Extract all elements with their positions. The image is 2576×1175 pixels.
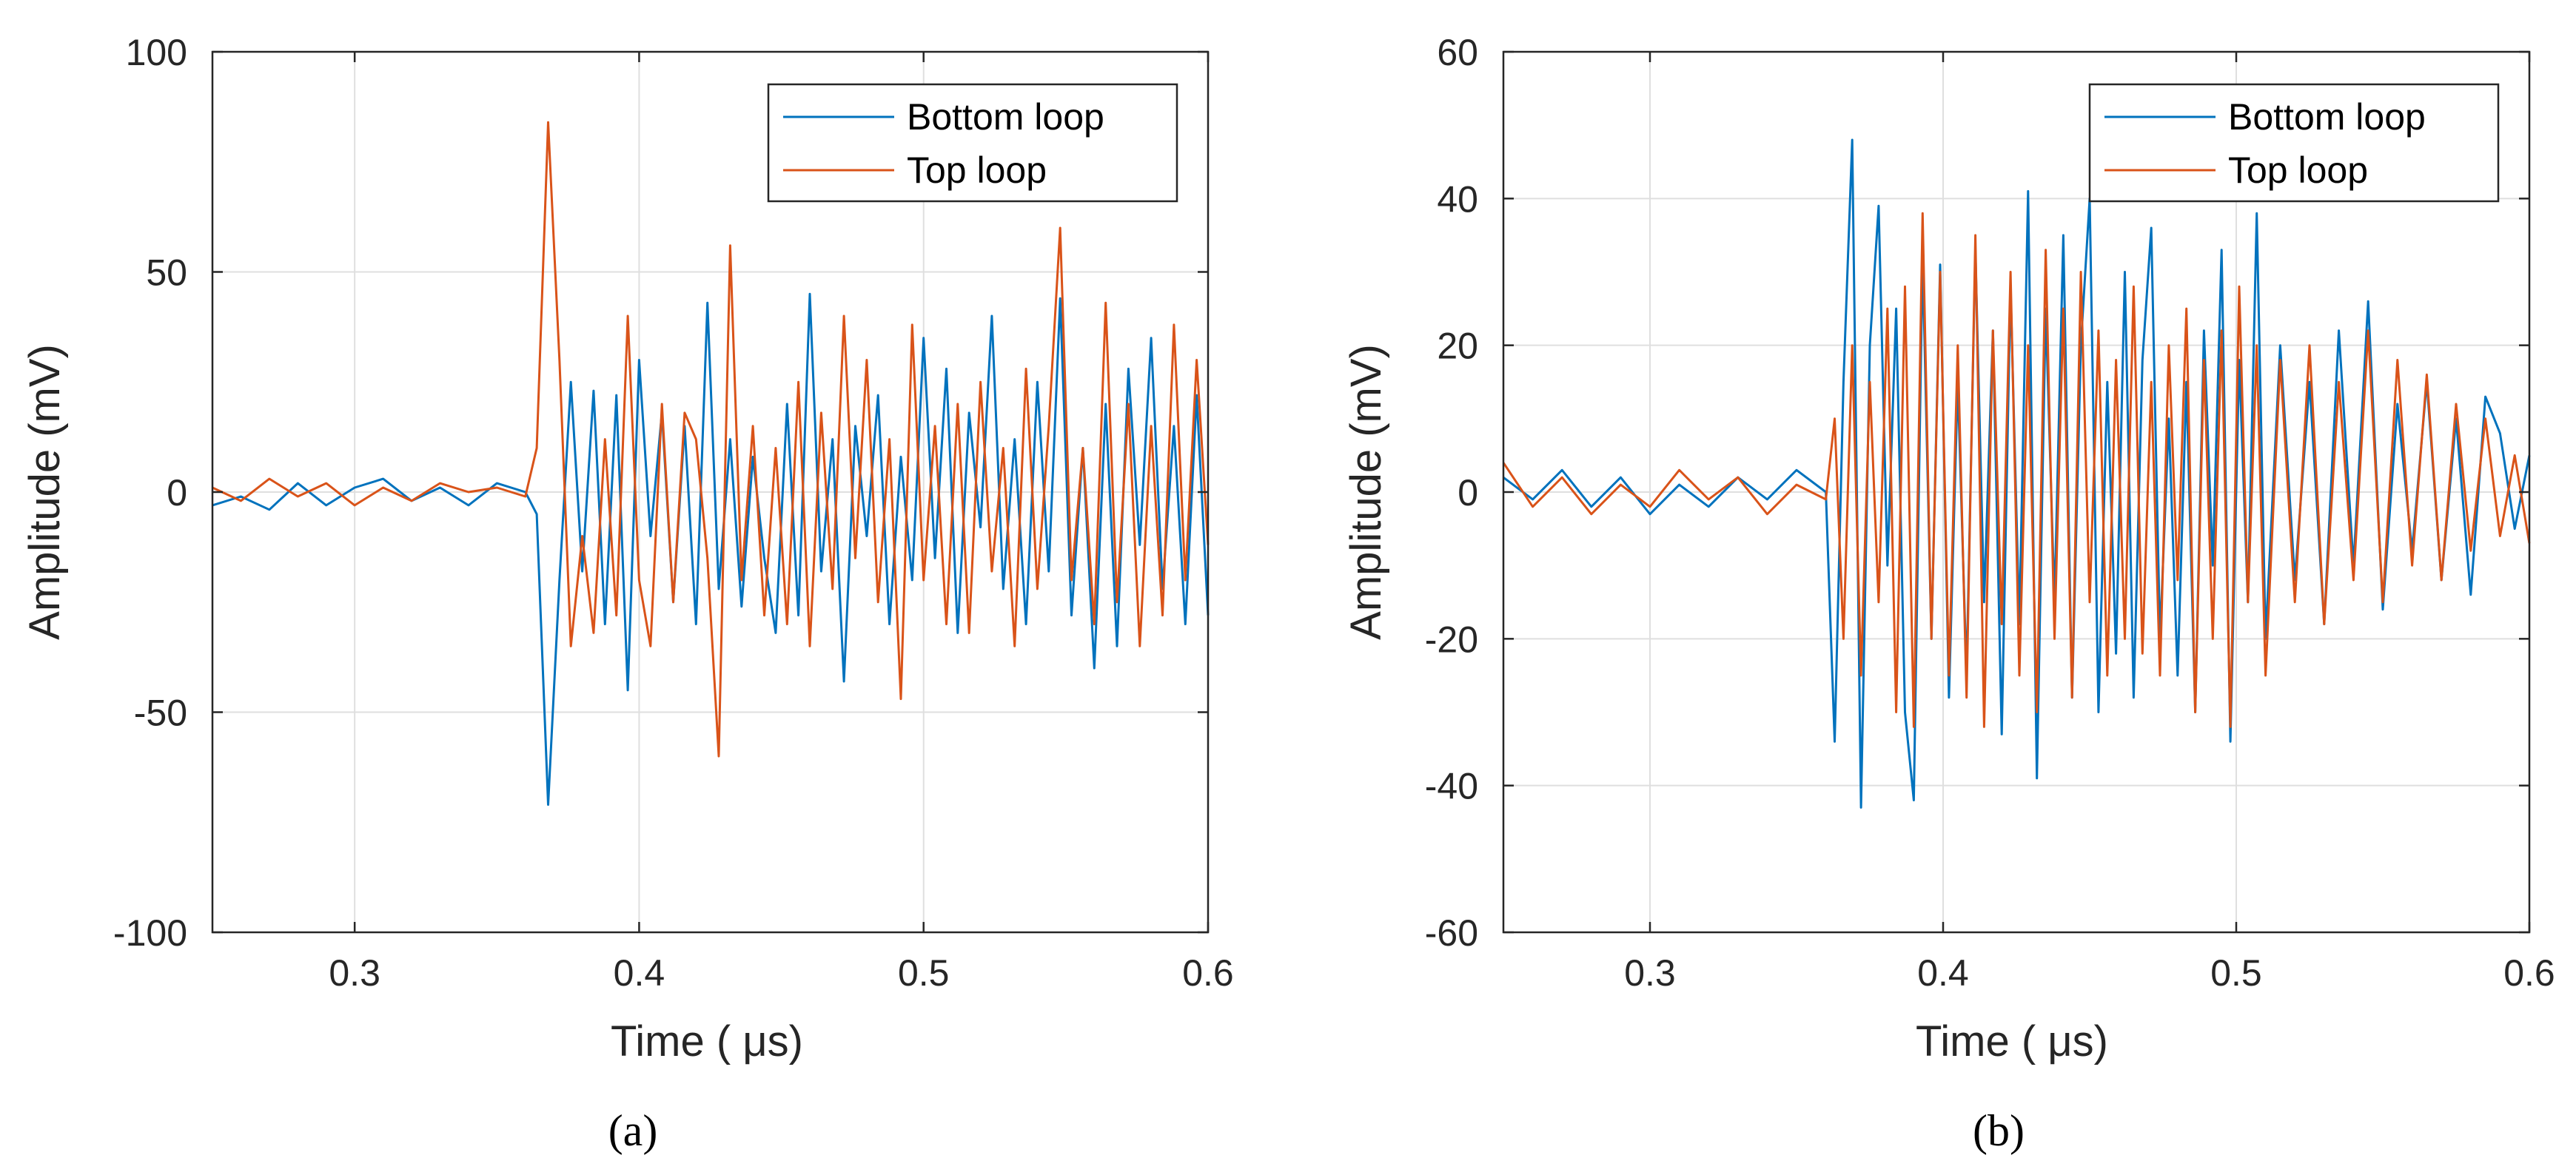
x-tick-label-b-2: 0.5 bbox=[2210, 952, 2262, 994]
x-tick-label-b-0: 0.3 bbox=[1624, 952, 1676, 994]
y-tick-label-b-1: -40 bbox=[1425, 766, 1478, 807]
legend-label-bottom-loop-a: Bottom loop bbox=[907, 96, 1104, 138]
legend-label-top-loop-a: Top loop bbox=[907, 149, 1047, 191]
y-tick-label-a-3: 50 bbox=[146, 252, 187, 294]
x-tick-label-a-3: 0.6 bbox=[1182, 952, 1234, 994]
series-layer-b bbox=[1502, 138, 2531, 809]
series-line-bottom-loop-a bbox=[212, 292, 1210, 806]
y-tick-label-b-5: 40 bbox=[1437, 178, 1478, 220]
x-tick-label-a-1: 0.4 bbox=[614, 952, 665, 994]
panel-a: 0.3 0.4 0.5 0.6 -100 -50 0 50 100 Bottom loop To… bbox=[21, 32, 1234, 1155]
legend-label-top-loop-b: Top loop bbox=[2228, 149, 2368, 191]
series-line-top-loop-a bbox=[212, 121, 1210, 758]
legend-b: Bottom loop Top loop bbox=[2088, 83, 2500, 203]
y-tick-label-b-6: 60 bbox=[1437, 32, 1478, 73]
y-tick-label-a-4: 100 bbox=[126, 32, 187, 73]
panel-caption-b: (b) bbox=[1973, 1106, 2025, 1155]
x-axis-label-b: Time ( μs) bbox=[1916, 1017, 2108, 1065]
y-axis-label-b: Amplitude (mV) bbox=[1342, 344, 1390, 640]
series-line-top-loop-b bbox=[1502, 212, 2531, 728]
y-tick-label-a-2: 0 bbox=[167, 472, 187, 514]
y-axis-label-a: Amplitude (mV) bbox=[21, 344, 69, 640]
y-tick-label-b-3: 0 bbox=[1458, 472, 1478, 514]
legend-box-b bbox=[2088, 83, 2500, 203]
x-tick-label-a-2: 0.5 bbox=[898, 952, 950, 994]
y-tick-label-a-0: -100 bbox=[113, 912, 187, 954]
panel-b: 0.3 0.4 0.5 0.6 -60 -40 -20 0 20 40 60 Bottom loop… bbox=[1342, 32, 2555, 1155]
x-tick-label-a-0: 0.3 bbox=[329, 952, 380, 994]
y-tick-label-a-1: -50 bbox=[134, 693, 187, 734]
legend-a: Bottom loop Top loop bbox=[767, 83, 1178, 203]
x-axis-label-a: Time ( μs) bbox=[611, 1017, 803, 1065]
y-tick-label-b-0: -60 bbox=[1425, 912, 1478, 954]
series-layer-a bbox=[212, 121, 1210, 806]
legend-label-bottom-loop-b: Bottom loop bbox=[2228, 96, 2426, 138]
ticks-a: 0.3 0.4 0.5 0.6 -100 -50 0 50 100 bbox=[113, 32, 1234, 994]
panel-caption-a: (a) bbox=[608, 1106, 658, 1155]
x-tick-label-b-1: 0.4 bbox=[1917, 952, 1969, 994]
ticks-b: 0.3 0.4 0.5 0.6 -60 -40 -20 0 20 40 60 bbox=[1425, 32, 2555, 994]
y-tick-label-b-4: 20 bbox=[1437, 326, 1478, 367]
y-tick-label-b-2: -20 bbox=[1425, 619, 1478, 660]
x-tick-label-b-3: 0.6 bbox=[2503, 952, 2555, 994]
legend-box-a bbox=[767, 83, 1178, 203]
